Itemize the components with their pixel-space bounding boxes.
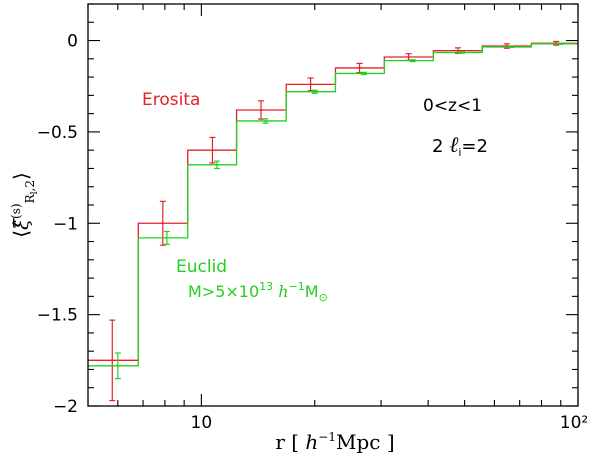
y-tick-label: 0 <box>67 32 78 52</box>
euclid-step-line <box>88 43 578 367</box>
redshift-range-label: 0<z<1 <box>423 96 482 116</box>
erosita-error-bar <box>454 47 461 54</box>
euclid-error-bar <box>213 160 220 170</box>
multipole-label: 2 ℓi=2 <box>432 133 488 159</box>
euclid-error-bar <box>360 71 367 76</box>
erosita-error-bar <box>258 100 265 120</box>
euclid-error-bar <box>409 59 416 63</box>
erosita-error-bar <box>209 136 216 164</box>
svg-text:⟨ξ̂(s)Rl,2⟩: ⟨ξ̂(s)Rl,2⟩ <box>9 172 40 238</box>
euclid-error-bar <box>557 42 564 45</box>
x-axis-label: r [ h−1Mpc ] <box>275 430 394 454</box>
euclid-error-bar <box>311 89 318 94</box>
y-tick-label: −1.5 <box>37 306 78 326</box>
erosita-label: Erosita <box>142 90 200 110</box>
x-tick-label: 10 <box>191 413 213 433</box>
euclid-error-bar <box>163 230 170 245</box>
euclid-error-bar <box>114 352 121 380</box>
y-tick-label: −0.5 <box>37 123 78 143</box>
plot-frame <box>87 3 579 407</box>
y-tick-label: −1 <box>53 214 78 234</box>
series-layer <box>88 40 578 402</box>
x-tick-label: 10² <box>560 413 588 433</box>
euclid-error-bar <box>458 51 465 54</box>
y-tick-label: −2 <box>53 397 78 417</box>
tick-layer: 0 −0.5 −1 −1.5 −2 10 10² <box>37 3 588 433</box>
y-axis-label: ⟨ξ̂(s)Rl,2⟩ <box>9 172 40 238</box>
euclid-error-bar <box>508 45 515 49</box>
erosita-error-bar <box>356 62 363 74</box>
erosita-error-bar <box>109 319 116 402</box>
euclid-label: Euclid <box>176 257 227 277</box>
mass-cut-label: M>5×1013 h−1M⊙ <box>188 280 328 304</box>
euclid-error-bar <box>262 118 269 124</box>
